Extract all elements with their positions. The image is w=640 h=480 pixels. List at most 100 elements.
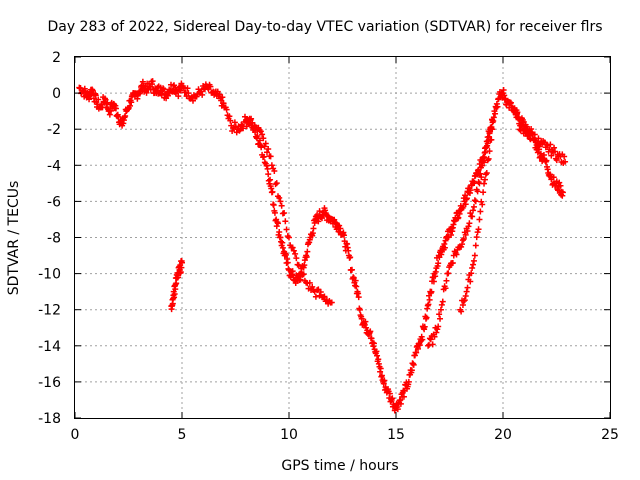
data-point xyxy=(468,270,475,277)
data-point xyxy=(430,278,437,285)
data-point xyxy=(293,255,300,262)
data-point xyxy=(471,179,478,186)
data-point xyxy=(455,214,462,221)
data-point xyxy=(352,277,359,284)
data-point xyxy=(460,298,467,305)
data-point xyxy=(489,117,496,124)
data-point xyxy=(470,207,477,214)
data-point xyxy=(336,222,343,229)
data-point xyxy=(458,308,465,315)
data-point xyxy=(171,82,178,89)
data-point xyxy=(482,171,489,178)
data-point xyxy=(198,88,205,95)
data-point xyxy=(459,301,466,308)
data-point xyxy=(481,145,488,152)
data-point xyxy=(528,125,535,132)
data-point xyxy=(480,189,487,196)
data-point xyxy=(514,109,521,116)
x-tick-label: 10 xyxy=(280,427,298,443)
data-point xyxy=(276,194,283,201)
data-point xyxy=(477,170,484,177)
data-point xyxy=(437,315,444,322)
data-point xyxy=(321,293,328,300)
data-point xyxy=(423,314,430,321)
data-point xyxy=(436,311,443,318)
data-point xyxy=(413,349,420,356)
data-point xyxy=(289,244,296,251)
data-point xyxy=(470,257,477,264)
data-point xyxy=(550,174,557,181)
data-point xyxy=(460,235,467,242)
data-point xyxy=(459,237,466,244)
data-point xyxy=(106,111,113,118)
data-point xyxy=(356,306,363,313)
data-point xyxy=(464,228,471,235)
data-point xyxy=(254,132,261,139)
data-point xyxy=(478,174,485,181)
data-point xyxy=(471,197,478,204)
y-tick-label: -6 xyxy=(47,194,61,210)
data-point xyxy=(522,121,529,128)
data-point xyxy=(112,105,119,112)
data-point xyxy=(435,323,442,330)
data-point xyxy=(289,268,296,275)
data-point xyxy=(419,336,426,343)
data-point xyxy=(556,179,563,186)
data-point xyxy=(263,149,270,156)
data-point xyxy=(416,342,423,349)
y-tick-label: 2 xyxy=(52,50,61,66)
data-point xyxy=(410,361,417,368)
data-point xyxy=(463,288,470,295)
data-point xyxy=(561,153,568,160)
data-point xyxy=(472,198,479,205)
data-point xyxy=(261,143,268,150)
data-point xyxy=(278,202,285,209)
data-point xyxy=(86,96,93,103)
data-point xyxy=(177,87,184,94)
data-point xyxy=(262,140,269,147)
data-point xyxy=(474,229,481,236)
data-point xyxy=(231,119,238,126)
data-point xyxy=(173,280,180,287)
data-point xyxy=(328,299,335,306)
data-point xyxy=(304,248,311,255)
data-point xyxy=(459,241,466,248)
data-point xyxy=(207,83,214,90)
data-point xyxy=(258,144,265,151)
chart-title: Day 283 of 2022, Sidereal Day-to-day VTE… xyxy=(47,19,602,35)
data-point xyxy=(536,146,543,153)
data-point xyxy=(479,201,486,208)
x-tick-label: 0 xyxy=(71,427,80,443)
data-point xyxy=(185,90,192,97)
data-point xyxy=(314,287,321,294)
data-point xyxy=(551,148,558,155)
data-point xyxy=(478,198,485,205)
data-point xyxy=(315,218,322,225)
data-point xyxy=(374,352,381,359)
data-point xyxy=(443,277,450,284)
data-point xyxy=(481,176,488,183)
data-point xyxy=(216,91,223,98)
data-point xyxy=(559,189,566,196)
data-point xyxy=(494,103,501,110)
data-point xyxy=(128,99,135,106)
data-point xyxy=(425,301,432,308)
data-point xyxy=(269,188,276,195)
data-point xyxy=(292,250,299,257)
data-point xyxy=(149,78,156,85)
data-point xyxy=(179,259,185,266)
data-point xyxy=(341,232,348,239)
data-point xyxy=(317,289,324,296)
data-point xyxy=(169,300,176,307)
data-point xyxy=(544,142,551,149)
data-point xyxy=(227,117,234,124)
data-point xyxy=(175,93,182,100)
data-point xyxy=(95,96,102,103)
data-point xyxy=(483,138,490,145)
data-point xyxy=(248,115,255,122)
y-axis-label: SDTVAR / TECUs xyxy=(6,181,22,296)
data-point xyxy=(448,232,455,239)
data-point xyxy=(465,223,472,230)
data-point xyxy=(535,135,542,142)
data-point xyxy=(427,336,434,343)
